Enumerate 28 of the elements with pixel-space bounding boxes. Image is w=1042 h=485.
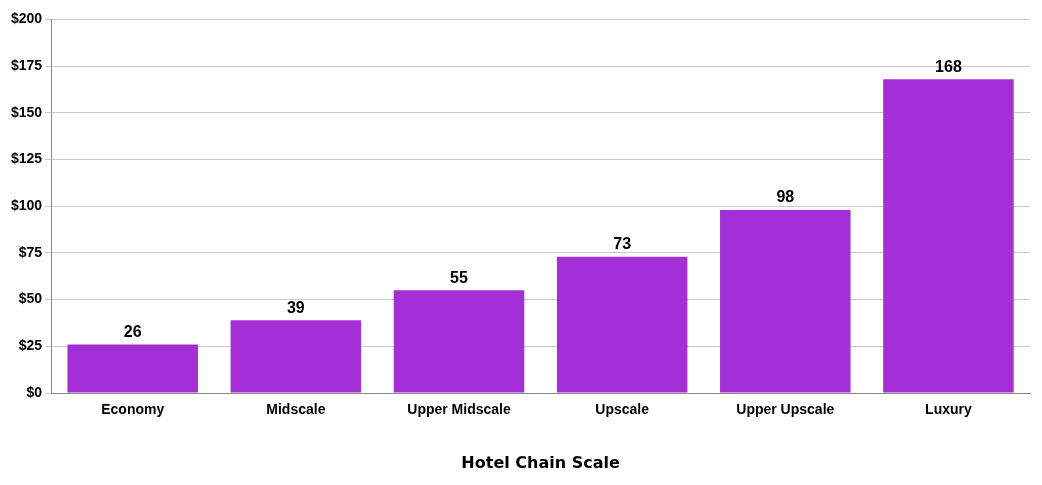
x-axis-title: Hotel Chain Scale: [461, 452, 620, 472]
x-tick-label: Economy: [101, 401, 165, 418]
bar: [393, 290, 525, 393]
y-tick-label: $150: [10, 103, 43, 120]
bar: [883, 79, 1014, 393]
y-tick-label: $175: [10, 56, 43, 73]
y-tick-label: $25: [18, 337, 43, 354]
y-tick-label: $125: [10, 150, 43, 167]
y-tick-label: $75: [18, 243, 43, 260]
bar: [720, 209, 851, 393]
data-label: 55: [450, 268, 468, 286]
x-tick-label: Upscale: [595, 401, 650, 418]
x-tick-label: Upper Upscale: [736, 401, 835, 418]
x-tick-label: Midscale: [266, 401, 326, 418]
x-tick-label: Upper Midscale: [407, 401, 511, 418]
data-label: 168: [935, 57, 962, 75]
y-tick-label: $0: [26, 383, 43, 400]
bar: [230, 320, 362, 393]
y-tick-label: $200: [10, 10, 43, 27]
data-label: 98: [776, 188, 795, 206]
y-tick-label: $100: [10, 197, 43, 214]
x-tick-label: Luxury: [925, 401, 972, 418]
data-label: 73: [613, 235, 632, 253]
data-label: 39: [286, 298, 305, 316]
bar: [556, 256, 688, 393]
y-tick-label: $50: [18, 290, 43, 307]
data-label: 26: [123, 322, 142, 340]
bar: [67, 344, 198, 393]
